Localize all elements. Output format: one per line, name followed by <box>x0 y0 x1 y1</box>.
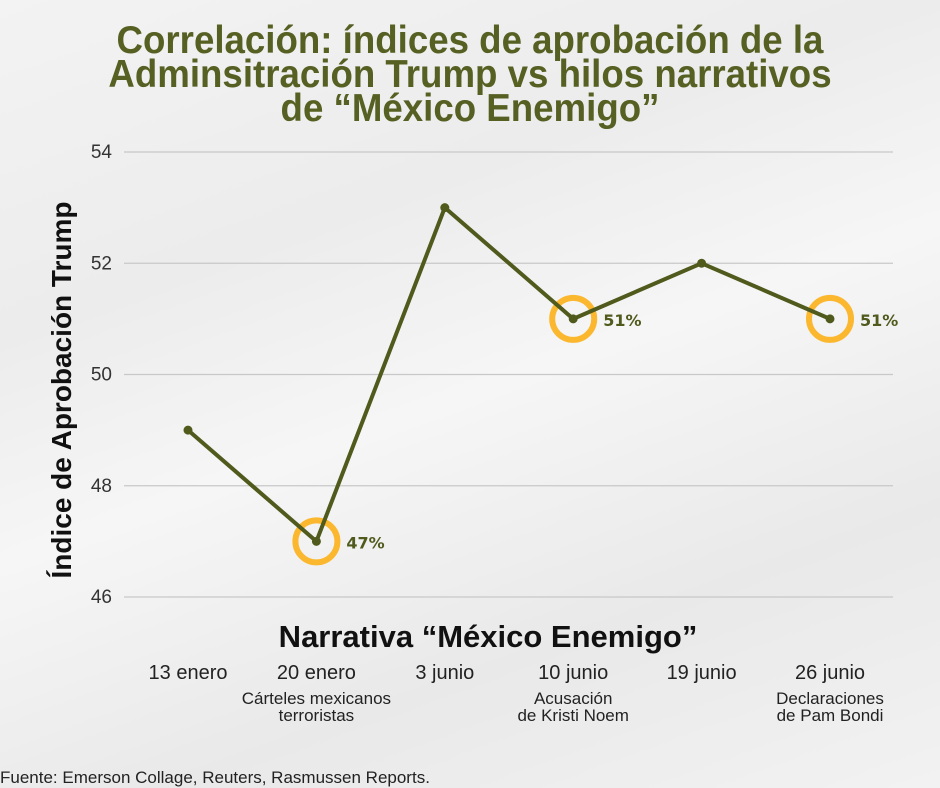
y-tick-label: 50 <box>91 365 112 386</box>
y-axis-ticks: 46 48 50 52 54 <box>91 142 113 608</box>
x-category-note-line: Cárteles mexicanos <box>241 689 392 708</box>
x-axis-label: Narrativa “México Enemigo” <box>278 619 698 654</box>
y-tick-label: 54 <box>91 142 113 163</box>
x-category-note-line: de Kristi Noem <box>517 706 629 725</box>
source-note: Fuente: Emerson Collage, Reuters, Rasmus… <box>0 768 430 787</box>
gridlines <box>124 151 893 598</box>
chart-title-line-3: de “México Enemigo” <box>280 87 660 130</box>
y-tick-label: 52 <box>91 253 112 274</box>
x-category-note-line: Acusación <box>533 689 613 708</box>
data-label: 47% <box>346 533 384 552</box>
series-approval <box>183 203 835 546</box>
data-point <box>697 258 707 268</box>
y-tick-label: 48 <box>91 476 112 497</box>
x-tick-label: 13 enero <box>148 662 228 684</box>
x-tick-label: 10 junio <box>538 662 609 684</box>
x-category-note-line: de Pam Bondi <box>776 706 884 725</box>
chart-title-line-1: Correlación: índices de aprobación de la <box>116 19 824 62</box>
x-tick-label: 3 junio <box>415 662 475 684</box>
x-tick-label: 26 junio <box>794 662 866 684</box>
data-point <box>568 314 578 324</box>
y-tick-label: 46 <box>91 587 112 608</box>
series-line <box>186 204 831 545</box>
highlight-ring <box>549 294 598 343</box>
x-category-note-line: terroristas <box>278 706 355 725</box>
x-category-note: Acusación de Kristi Noem <box>517 690 628 724</box>
data-point <box>183 425 193 435</box>
data-point <box>440 203 450 213</box>
highlight-ring <box>806 294 854 343</box>
x-category-note: Cárteles mexicanos terroristas <box>242 690 391 724</box>
x-tick-label: 20 enero <box>276 662 356 684</box>
data-label: 51% <box>860 311 898 330</box>
chart-title-line-2: Adminsitración Trump vs hilos narrativos <box>108 53 832 96</box>
y-axis-label: Índice de Aprobación Trump <box>46 201 77 579</box>
data-point <box>825 314 835 324</box>
data-point <box>311 536 321 546</box>
x-category-note-line: Declaraciones <box>776 689 884 708</box>
highlight-markers: 47% 51% 51% <box>292 294 898 566</box>
x-category-note: Declaraciones de Pam Bondi <box>776 690 884 724</box>
x-tick-label: 19 junio <box>666 662 737 684</box>
chart-title: Correlación: índices de aprobación de la… <box>28 19 912 130</box>
data-label: 51% <box>603 311 641 330</box>
highlight-ring <box>292 517 341 566</box>
